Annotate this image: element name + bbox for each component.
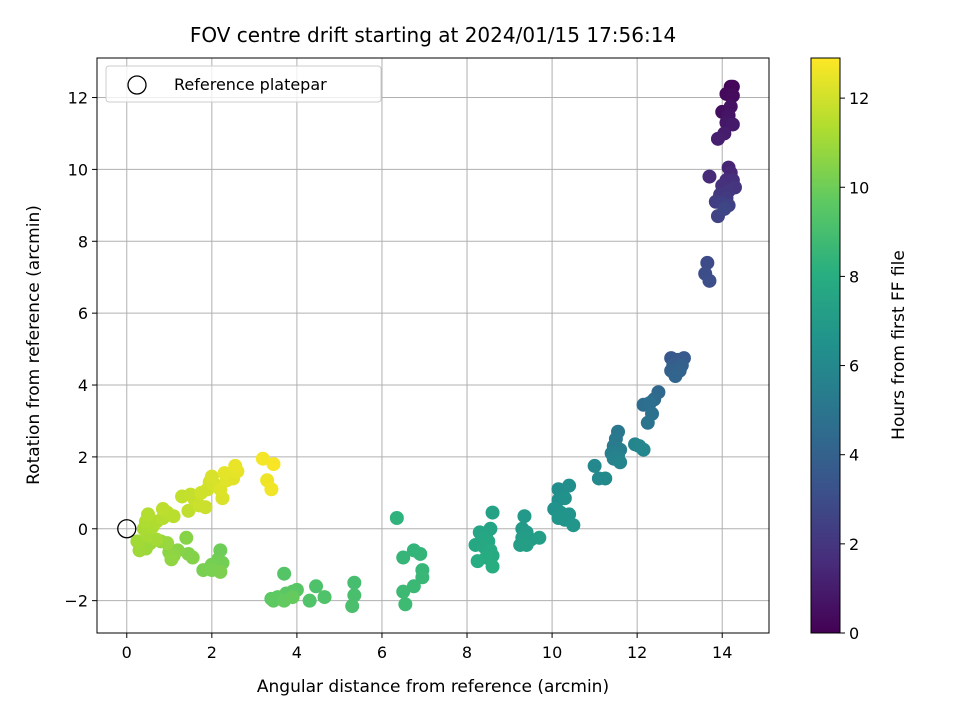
data-point [710, 131, 725, 146]
y-tick-label: 6 [78, 304, 88, 323]
data-point [347, 575, 362, 590]
data-point [181, 503, 196, 518]
data-point [198, 500, 213, 515]
data-point [485, 505, 500, 520]
data-point [166, 509, 181, 524]
colorbar-tick-label: 6 [849, 357, 859, 376]
data-point [164, 552, 179, 567]
data-point [702, 169, 717, 184]
data-point [636, 442, 651, 457]
legend-entry-reference: Reference platepar [174, 75, 327, 94]
data-point [160, 536, 175, 551]
chart-title: FOV centre drift starting at 2024/01/15 … [190, 23, 676, 47]
colorbar-tick-label: 8 [849, 267, 859, 286]
reference-platepar-marker [117, 519, 137, 539]
x-axis-ticks: 0 2 4 6 8 10 12 14 [122, 633, 732, 662]
x-tick-label: 10 [542, 643, 562, 662]
x-tick-label: 8 [462, 643, 472, 662]
data-point [309, 579, 324, 594]
x-tick-label: 6 [377, 643, 387, 662]
data-point [725, 88, 740, 103]
grid-lines [97, 58, 769, 633]
data-point [702, 273, 717, 288]
data-point [266, 593, 281, 608]
colorbar-ticks: 0 2 4 6 8 10 12 [840, 89, 869, 643]
data-point [406, 579, 421, 594]
data-point [396, 550, 411, 565]
data-point [415, 570, 430, 585]
colorbar-tick-label: 12 [849, 89, 869, 108]
data-point [141, 507, 156, 522]
data-point [398, 597, 413, 612]
data-point [217, 466, 232, 481]
y-tick-label: 0 [78, 520, 88, 539]
colorbar-tick-label: 4 [849, 446, 859, 465]
data-point [668, 369, 683, 384]
data-point [598, 471, 613, 486]
y-tick-label: 10 [68, 160, 88, 179]
data-point [485, 559, 500, 574]
legend-marker [127, 75, 147, 95]
data-point [302, 593, 317, 608]
legend-box [105, 65, 382, 103]
y-tick-label: 12 [68, 89, 88, 108]
data-point [347, 588, 362, 603]
x-tick-label: 12 [627, 643, 647, 662]
x-tick-label: 4 [292, 643, 302, 662]
colorbar-tick-label: 2 [849, 535, 859, 554]
data-point [532, 530, 547, 545]
colorbar-tick-label: 10 [849, 178, 869, 197]
colorbar-gradient [810, 57, 841, 634]
data-point [557, 491, 572, 506]
data-point [155, 502, 170, 517]
data-point [470, 554, 485, 569]
data-point [213, 564, 228, 579]
data-point [717, 201, 732, 216]
data-point [130, 534, 145, 549]
x-tick-label: 0 [122, 643, 132, 662]
data-point [266, 457, 281, 472]
colorbar: 0 2 4 6 8 10 12 Hours from first FF file [810, 57, 909, 643]
data-point [566, 518, 581, 533]
data-point [562, 478, 577, 493]
legend: Reference platepar [105, 65, 382, 103]
plot-frame [96, 57, 770, 634]
y-tick-label: 2 [78, 448, 88, 467]
y-axis-label: Rotation from reference (arcmin) [24, 205, 44, 485]
data-point [389, 511, 404, 525]
data-point [228, 458, 243, 473]
y-tick-label: 8 [78, 232, 88, 251]
data-points [130, 79, 742, 614]
x-tick-label: 2 [207, 643, 217, 662]
data-point [519, 537, 534, 552]
data-point [264, 482, 279, 497]
data-point [345, 599, 360, 614]
data-point [255, 451, 270, 466]
data-point [317, 590, 332, 605]
data-point [613, 455, 628, 470]
data-point [204, 469, 219, 484]
data-point [640, 415, 655, 430]
data-point [642, 396, 657, 410]
y-axis-ticks: −2 0 2 4 6 8 10 12 [64, 89, 97, 611]
data-point [413, 546, 428, 561]
data-point [277, 566, 292, 581]
data-point [725, 117, 740, 132]
data-point [185, 550, 200, 565]
data-point [587, 458, 602, 473]
data-point [700, 255, 715, 270]
colorbar-label: Hours from first FF file [889, 250, 909, 440]
data-point [179, 530, 194, 545]
x-axis-label: Angular distance from reference (arcmin) [257, 677, 609, 697]
data-point [285, 590, 300, 605]
y-tick-label: −2 [64, 592, 88, 611]
data-point [396, 584, 411, 599]
x-tick-label: 14 [712, 643, 732, 662]
y-tick-label: 4 [78, 376, 88, 395]
data-point [517, 509, 532, 524]
colorbar-tick-label: 0 [849, 624, 859, 643]
